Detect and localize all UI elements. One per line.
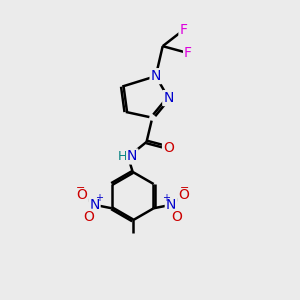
Text: N: N bbox=[163, 91, 174, 105]
Text: O: O bbox=[83, 210, 94, 224]
Text: F: F bbox=[184, 46, 192, 60]
Text: N: N bbox=[127, 149, 137, 164]
Text: +: + bbox=[95, 193, 104, 203]
Text: −: − bbox=[180, 183, 190, 193]
Text: H: H bbox=[118, 150, 127, 163]
Text: O: O bbox=[76, 188, 87, 202]
Text: F: F bbox=[179, 23, 188, 37]
Text: N: N bbox=[151, 69, 161, 83]
Text: −: − bbox=[76, 183, 85, 193]
Text: O: O bbox=[171, 210, 182, 224]
Text: +: + bbox=[162, 193, 170, 203]
Text: N: N bbox=[166, 198, 176, 212]
Text: O: O bbox=[178, 188, 189, 202]
Text: N: N bbox=[89, 198, 100, 212]
Text: O: O bbox=[163, 141, 174, 155]
